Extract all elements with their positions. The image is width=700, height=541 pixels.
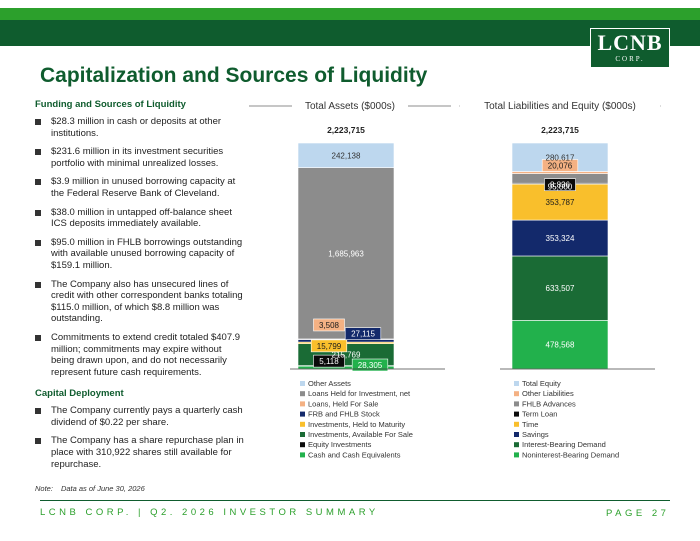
data-label-box	[541, 159, 579, 172]
data-label: 633,507	[546, 284, 575, 293]
legend-label: Cash and Cash Equivalents	[308, 450, 401, 459]
data-label: 20,076	[548, 162, 573, 171]
capital-deployment-bullet-list: The Company currently pays a quarterly c…	[35, 405, 245, 470]
legend-label: FHLB Advances	[522, 399, 576, 408]
data-label: 242,138	[332, 151, 361, 160]
bar-segment	[297, 167, 395, 340]
legend-swatch	[514, 442, 519, 448]
footer-divider	[40, 500, 670, 501]
data-label: 1,685,963	[328, 249, 364, 258]
footer-title: LCNB CORP. | Q2. 2026 INVESTOR SUMMARY	[40, 507, 379, 518]
funding-heading: Funding and Sources of Liquidity	[35, 99, 186, 110]
legend-swatch	[300, 401, 305, 407]
footnote-label: Note:	[35, 484, 53, 493]
data-label: 353,787	[546, 198, 575, 207]
legend-label: Term Loan	[522, 410, 557, 419]
left-text-column: Funding and Sources of Liquidity $28.3 m…	[35, 99, 245, 477]
company-logo: LCNB CORP.	[590, 28, 670, 68]
legend-label: FRB and FHLB Stock	[308, 410, 380, 419]
funding-bullet: $95.0 million in FHLB borrowings outstan…	[35, 237, 245, 272]
legend-swatch	[514, 452, 519, 458]
data-label: 27,115	[351, 330, 375, 339]
page-title: Capitalization and Sources of Liquidity	[40, 64, 428, 87]
header-band	[0, 20, 700, 46]
legend-swatch	[514, 432, 519, 437]
data-label: 280,617	[546, 153, 575, 162]
legend-label: Equity Investments	[308, 440, 372, 449]
funding-bullet: $231.6 million in its investment securit…	[35, 146, 245, 169]
legend-label: Total Equity	[522, 379, 561, 388]
chart-title: Total Liabilities and Equity ($000s)	[484, 101, 636, 112]
logo-brand: LCNB	[597, 30, 663, 55]
data-label: 28,305	[358, 361, 383, 370]
legend-swatch	[300, 391, 305, 397]
funding-bullet-list: $28.3 million in cash or deposits at oth…	[35, 116, 245, 378]
bar-segment	[297, 142, 395, 168]
data-label-box	[344, 327, 382, 340]
funding-bullet: The Company also has unsecured lines of …	[35, 279, 245, 325]
funding-bullet: $3.9 million in unused borrowing capacit…	[35, 176, 245, 199]
legend-swatch	[300, 411, 305, 417]
legend-label: Interest-Bearing Demand	[522, 440, 606, 449]
data-label: 478,568	[546, 341, 575, 350]
data-label-box	[351, 358, 389, 372]
chart-title: Total Assets ($000s)	[305, 101, 395, 112]
data-label: 95,000	[548, 182, 573, 191]
funding-bullet: Commitments to extend credit totaled $40…	[35, 332, 245, 378]
funding-bullet: $38.0 million in untapped off-balance sh…	[35, 207, 245, 230]
charts-canvas: Total Assets ($000s) 2,223,715 28,305 5,118…	[249, 101, 661, 459]
data-label: 215,769	[332, 351, 361, 360]
capital-deployment-bullet: The Company currently pays a quarterly c…	[35, 405, 245, 428]
legend-swatch	[300, 381, 305, 386]
data-label-box	[313, 318, 345, 332]
total-label: 2,223,715	[541, 125, 579, 135]
bar-segment	[511, 219, 609, 257]
legend-swatch	[300, 452, 305, 458]
logo-corp: CORP.	[615, 55, 645, 63]
legend-label: Savings	[522, 430, 549, 439]
legend-label: Investments, Available For Sale	[308, 430, 413, 439]
legend-swatch	[514, 401, 519, 407]
data-label: 3,508	[319, 321, 340, 330]
bar-segment	[511, 171, 609, 174]
data-label-box	[544, 178, 576, 191]
footnote-text: Data as of June 30, 2026	[60, 484, 145, 493]
legend-swatch	[300, 432, 305, 437]
top-accent-band	[0, 8, 700, 20]
legend-label: Investments, Held to Maturity	[308, 420, 405, 429]
capital-deployment-heading: Capital Deployment	[35, 388, 124, 400]
legend-label: Noninterest-Bearing Demand	[522, 450, 619, 459]
legend-label: Other Liabilities	[522, 389, 574, 398]
data-label: 8,836	[550, 181, 571, 190]
funding-bullet: $28.3 million in cash or deposits at oth…	[35, 116, 245, 139]
data-label: 5,118	[319, 357, 339, 366]
legend-swatch	[300, 442, 305, 448]
legend-swatch	[514, 391, 519, 397]
data-label-box	[310, 339, 348, 353]
data-label: 353,324	[546, 234, 575, 243]
legend-swatch	[514, 411, 519, 417]
legend-label: Loans Held for Investment, net	[308, 389, 411, 398]
legend-swatch	[300, 421, 305, 427]
legend-swatch	[514, 381, 519, 386]
data-label: 15,799	[317, 342, 342, 351]
bar-segment	[511, 255, 609, 321]
page-number: PAGE 27	[606, 508, 670, 519]
footnote: Note: Data as of June 30, 2026	[35, 484, 145, 493]
legend-label: Loans, Held For Sale	[308, 399, 378, 408]
total-label: 2,223,715	[327, 125, 365, 135]
legend-swatch	[514, 421, 519, 427]
legend-label: Time	[522, 420, 538, 429]
data-label-box	[313, 354, 345, 368]
legend-label: Other Assets	[308, 379, 351, 388]
capital-deployment-bullet: The Company has a share repurchase plan …	[35, 435, 245, 470]
